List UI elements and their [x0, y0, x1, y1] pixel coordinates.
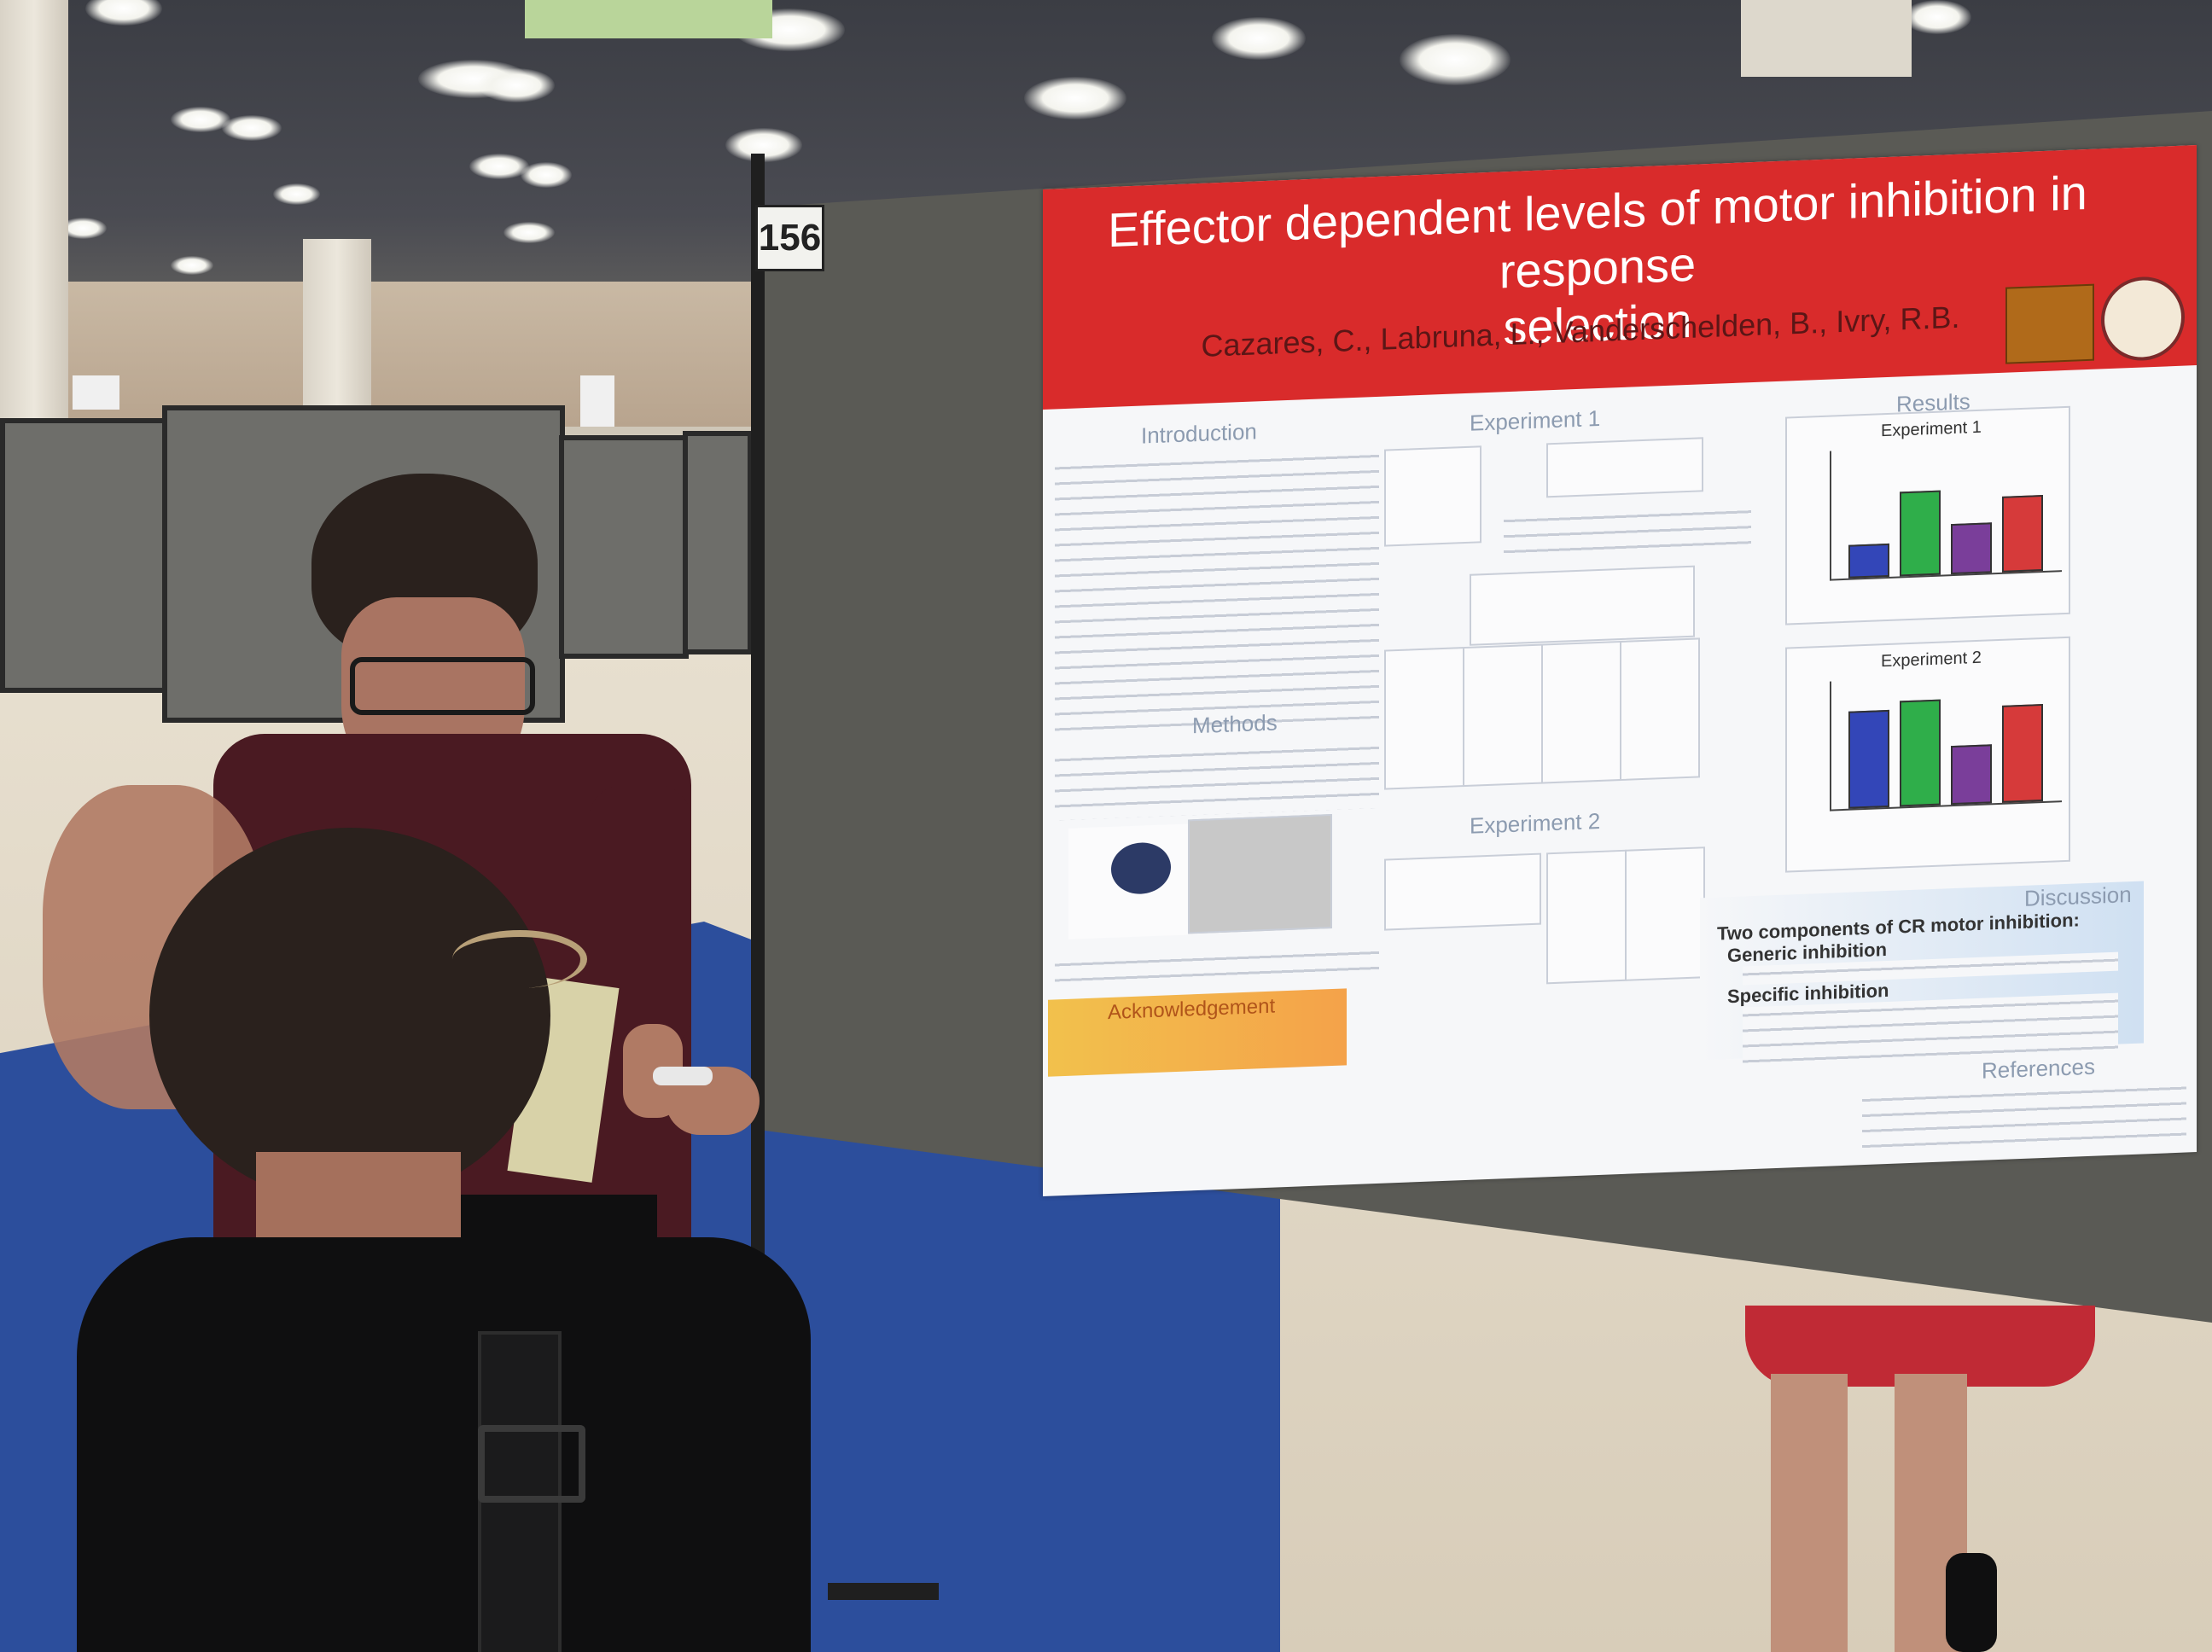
results-chart-1-title: Experiment 1 [1881, 417, 1982, 441]
ceiling-light [1903, 0, 1971, 34]
poster-header: Effector dependent levels of motor inhib… [1043, 145, 2197, 410]
experiment1-text [1504, 503, 1751, 565]
background-poster-board [0, 418, 172, 693]
background-poster-board [559, 435, 689, 659]
viewer-hair [149, 828, 550, 1203]
experiment1-title: Experiment 1 [1470, 404, 1601, 436]
chart-2-bar [1951, 744, 1992, 806]
background-poster-board [683, 431, 753, 654]
ceiling-light [478, 68, 555, 102]
condition2-panel [1546, 849, 1627, 985]
timeline2-figure [1384, 852, 1541, 931]
introduction-title: Introduction [1141, 418, 1257, 449]
references-title: References [1982, 1053, 2095, 1084]
results-chart-2: Experiment 2 [1785, 636, 2070, 873]
methods-caption [1055, 944, 1379, 992]
background-person-shoe [1946, 1553, 1997, 1652]
ceiling-light [273, 183, 320, 205]
timeline-figure [1546, 437, 1703, 498]
setup-figure [1384, 445, 1481, 547]
chart-1-bar [1900, 490, 1941, 577]
chart-1-bar [1848, 543, 1889, 579]
condition-panel [1384, 647, 1464, 790]
chart-2-bar [1848, 709, 1889, 809]
background-person-leg [1771, 1374, 1848, 1652]
mep-figure [1188, 813, 1332, 934]
introduction-text [1055, 447, 1379, 742]
chart-2-bar [2002, 703, 2043, 803]
lab-logo [2005, 283, 2094, 364]
methods-text [1055, 739, 1379, 821]
condition2-panel [1625, 846, 1705, 981]
chart-2-plot [1830, 672, 2062, 811]
background-person-dress [1745, 1306, 2095, 1387]
effector-figure [1470, 565, 1695, 646]
condition-panel [1620, 637, 1700, 782]
research-poster: Effector dependent levels of motor inhib… [1043, 145, 2197, 1196]
chart-1-plot [1830, 442, 2062, 581]
condition-panel [1541, 640, 1621, 784]
brain-figure [1068, 823, 1196, 939]
acknowledgement-box: Acknowledgement [1048, 988, 1347, 1077]
presenter-wristband [653, 1067, 713, 1085]
ceiling-light [1024, 77, 1126, 119]
viewer-black-top [77, 1237, 811, 1652]
acknowledgement-title: Acknowledgement [1108, 994, 1276, 1025]
references-text [1862, 1079, 2186, 1153]
board-foot [828, 1583, 939, 1600]
experiment2-title: Experiment 2 [1470, 807, 1601, 839]
discussion-text: Two components of CR motor inhibition: G… [1717, 907, 2127, 1067]
results-chart-2-title: Experiment 2 [1881, 648, 1982, 672]
viewer-strap-buckle [478, 1425, 585, 1503]
background-sign [73, 375, 119, 410]
overhead-panel [1741, 0, 1912, 77]
ceiling-light [171, 107, 230, 132]
chart-1-bar [1951, 522, 1992, 575]
viewer-headband [452, 930, 587, 988]
ceiling-light [469, 154, 529, 179]
chart-2-bar [1900, 699, 1941, 807]
methods-title: Methods [1192, 709, 1278, 739]
board-number: 156 [755, 205, 824, 271]
ceiling-light [222, 115, 282, 141]
ceiling-light [1212, 17, 1306, 60]
background-sign [580, 375, 614, 427]
condition-panel [1463, 643, 1543, 788]
university-seal [2101, 275, 2185, 363]
results-chart-1: Experiment 1 [1785, 405, 2070, 625]
board-post [751, 154, 765, 1604]
far-wall [0, 282, 768, 427]
ceiling-light [504, 222, 555, 243]
ceiling-light [171, 256, 213, 275]
ceiling-light [1400, 34, 1511, 85]
presenter-glasses [350, 657, 535, 715]
ceiling-light [521, 162, 572, 188]
overhead-sign [525, 0, 772, 38]
chart-1-bar [2002, 494, 2043, 573]
ceiling-light [85, 0, 162, 26]
